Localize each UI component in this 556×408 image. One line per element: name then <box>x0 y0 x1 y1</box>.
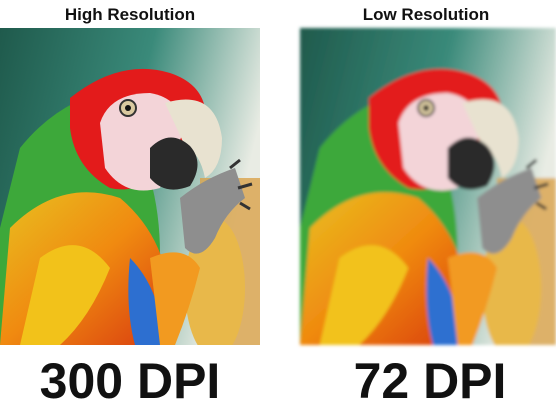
caption: 72 DPI <box>354 353 507 408</box>
caption: 300 DPI <box>40 353 221 408</box>
heading: Low Resolution <box>363 5 490 24</box>
heading: High Resolution <box>65 5 195 24</box>
high-res-image <box>0 28 260 358</box>
low-res-image <box>300 28 556 358</box>
